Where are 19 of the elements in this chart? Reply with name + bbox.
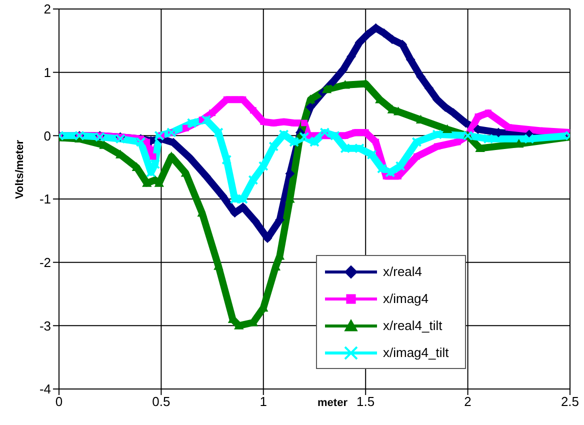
y-tick-label: -1 xyxy=(39,192,51,207)
y-tick-label: -2 xyxy=(39,254,51,270)
x-tick-label: 2.5 xyxy=(560,394,580,410)
legend-label: x/real4 xyxy=(383,264,422,279)
x-tick-label: 0 xyxy=(55,394,63,410)
x-tick-label: 1 xyxy=(260,394,268,410)
legend-label: x/imag4 xyxy=(383,291,429,306)
x-tick-label: 1.5 xyxy=(356,394,375,410)
y-tick-label: 2 xyxy=(44,2,51,17)
y-tick-label: -4 xyxy=(39,382,51,397)
x-axis-title: meter xyxy=(318,397,348,409)
y-tick-label: 0 xyxy=(44,128,51,144)
legend-label: x/imag4_tilt xyxy=(383,345,449,360)
y-axis-title: Volts/meter xyxy=(14,139,26,199)
legend-label: x/real4_tilt xyxy=(383,318,442,333)
y-tick-label: -3 xyxy=(39,318,51,334)
x-tick-label: 2 xyxy=(464,394,472,410)
x-tick-label: 0.5 xyxy=(152,394,170,410)
y-tick-label: 1 xyxy=(44,64,51,80)
